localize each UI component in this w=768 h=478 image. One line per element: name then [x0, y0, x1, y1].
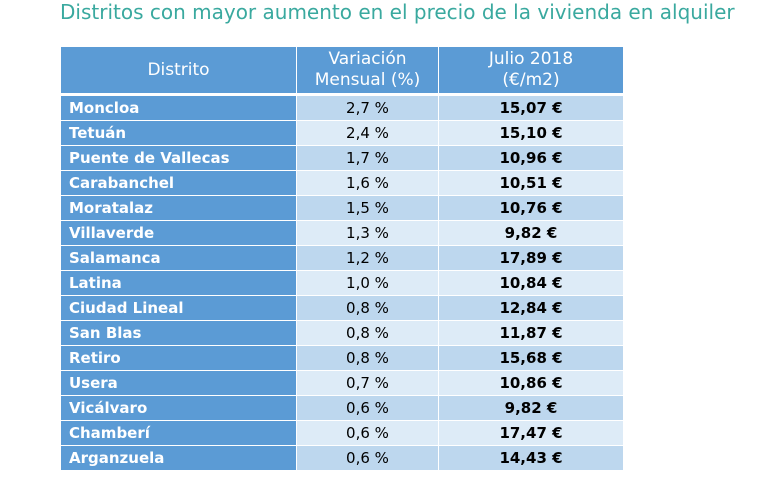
table-header: Distrito Variación Mensual (%) Julio 201… — [61, 47, 623, 96]
district-cell: Puente de Vallecas — [61, 146, 297, 171]
price-cell: 11,87 € — [439, 321, 623, 346]
variation-cell: 2,4 % — [297, 121, 439, 146]
table-row: Moncloa 2,7 % 15,07 € — [61, 96, 623, 121]
district-cell: Vicálvaro — [61, 396, 297, 421]
district-cell: San Blas — [61, 321, 297, 346]
table-row: San Blas 0,8 % 11,87 € — [61, 321, 623, 346]
price-cell: 14,43 € — [439, 446, 623, 471]
table-row: Ciudad Lineal 0,8 % 12,84 € — [61, 296, 623, 321]
table-row: Carabanchel 1,6 % 10,51 € — [61, 171, 623, 196]
header-row: Distrito Variación Mensual (%) Julio 201… — [61, 47, 623, 96]
variation-cell: 1,0 % — [297, 271, 439, 296]
price-cell: 17,89 € — [439, 246, 623, 271]
price-cell: 17,47 € — [439, 421, 623, 446]
price-cell: 10,96 € — [439, 146, 623, 171]
price-cell: 10,84 € — [439, 271, 623, 296]
header-district: Distrito — [61, 47, 297, 96]
district-cell: Tetuán — [61, 121, 297, 146]
header-variation-line1: Variación — [328, 49, 407, 69]
variation-cell: 1,7 % — [297, 146, 439, 171]
district-cell: Usera — [61, 371, 297, 396]
table-row: Salamanca 1,2 % 17,89 € — [61, 246, 623, 271]
table-row: Chamberí 0,6 % 17,47 € — [61, 421, 623, 446]
district-cell: Moratalaz — [61, 196, 297, 221]
price-cell: 9,82 € — [439, 396, 623, 421]
header-price-line1: Julio 2018 — [488, 49, 574, 69]
variation-cell: 1,3 % — [297, 221, 439, 246]
table-row: Retiro 0,8 % 15,68 € — [61, 346, 623, 371]
header-variation: Variación Mensual (%) — [297, 47, 439, 96]
header-price-line2: (€/m2) — [502, 70, 560, 90]
price-cell: 10,76 € — [439, 196, 623, 221]
district-cell: Carabanchel — [61, 171, 297, 196]
variation-cell: 0,6 % — [297, 396, 439, 421]
page-title: Distritos con mayor aumento en el precio… — [60, 0, 735, 24]
table-row: Latina 1,0 % 10,84 € — [61, 271, 623, 296]
table-row: Villaverde 1,3 % 9,82 € — [61, 221, 623, 246]
table-row: Moratalaz 1,5 % 10,76 € — [61, 196, 623, 221]
table-row: Vicálvaro 0,6 % 9,82 € — [61, 396, 623, 421]
table-row: Usera 0,7 % 10,86 € — [61, 371, 623, 396]
district-cell: Salamanca — [61, 246, 297, 271]
table-container: Distrito Variación Mensual (%) Julio 201… — [61, 47, 623, 471]
district-cell: Moncloa — [61, 96, 297, 121]
header-price: Julio 2018 (€/m2) — [439, 47, 623, 96]
district-cell: Latina — [61, 271, 297, 296]
variation-cell: 0,7 % — [297, 371, 439, 396]
variation-cell: 0,8 % — [297, 321, 439, 346]
price-cell: 10,86 € — [439, 371, 623, 396]
variation-cell: 0,6 % — [297, 421, 439, 446]
table-body: Moncloa 2,7 % 15,07 € Tetuán 2,4 % 15,10 € Pue… — [61, 96, 623, 471]
price-cell: 12,84 € — [439, 296, 623, 321]
variation-cell: 0,8 % — [297, 346, 439, 371]
header-variation-line2: Mensual (%) — [314, 70, 421, 90]
price-cell: 15,68 € — [439, 346, 623, 371]
variation-cell: 2,7 % — [297, 96, 439, 121]
price-cell: 15,10 € — [439, 121, 623, 146]
variation-cell: 1,5 % — [297, 196, 439, 221]
rent-increase-table: Distrito Variación Mensual (%) Julio 201… — [61, 47, 623, 471]
variation-cell: 1,2 % — [297, 246, 439, 271]
variation-cell: 0,6 % — [297, 446, 439, 471]
district-cell: Retiro — [61, 346, 297, 371]
variation-cell: 1,6 % — [297, 171, 439, 196]
table-row: Puente de Vallecas 1,7 % 10,96 € — [61, 146, 623, 171]
price-cell: 9,82 € — [439, 221, 623, 246]
table-row: Arganzuela 0,6 % 14,43 € — [61, 446, 623, 471]
variation-cell: 0,8 % — [297, 296, 439, 321]
district-cell: Villaverde — [61, 221, 297, 246]
district-cell: Ciudad Lineal — [61, 296, 297, 321]
price-cell: 15,07 € — [439, 96, 623, 121]
price-cell: 10,51 € — [439, 171, 623, 196]
district-cell: Chamberí — [61, 421, 297, 446]
district-cell: Arganzuela — [61, 446, 297, 471]
table-row: Tetuán 2,4 % 15,10 € — [61, 121, 623, 146]
